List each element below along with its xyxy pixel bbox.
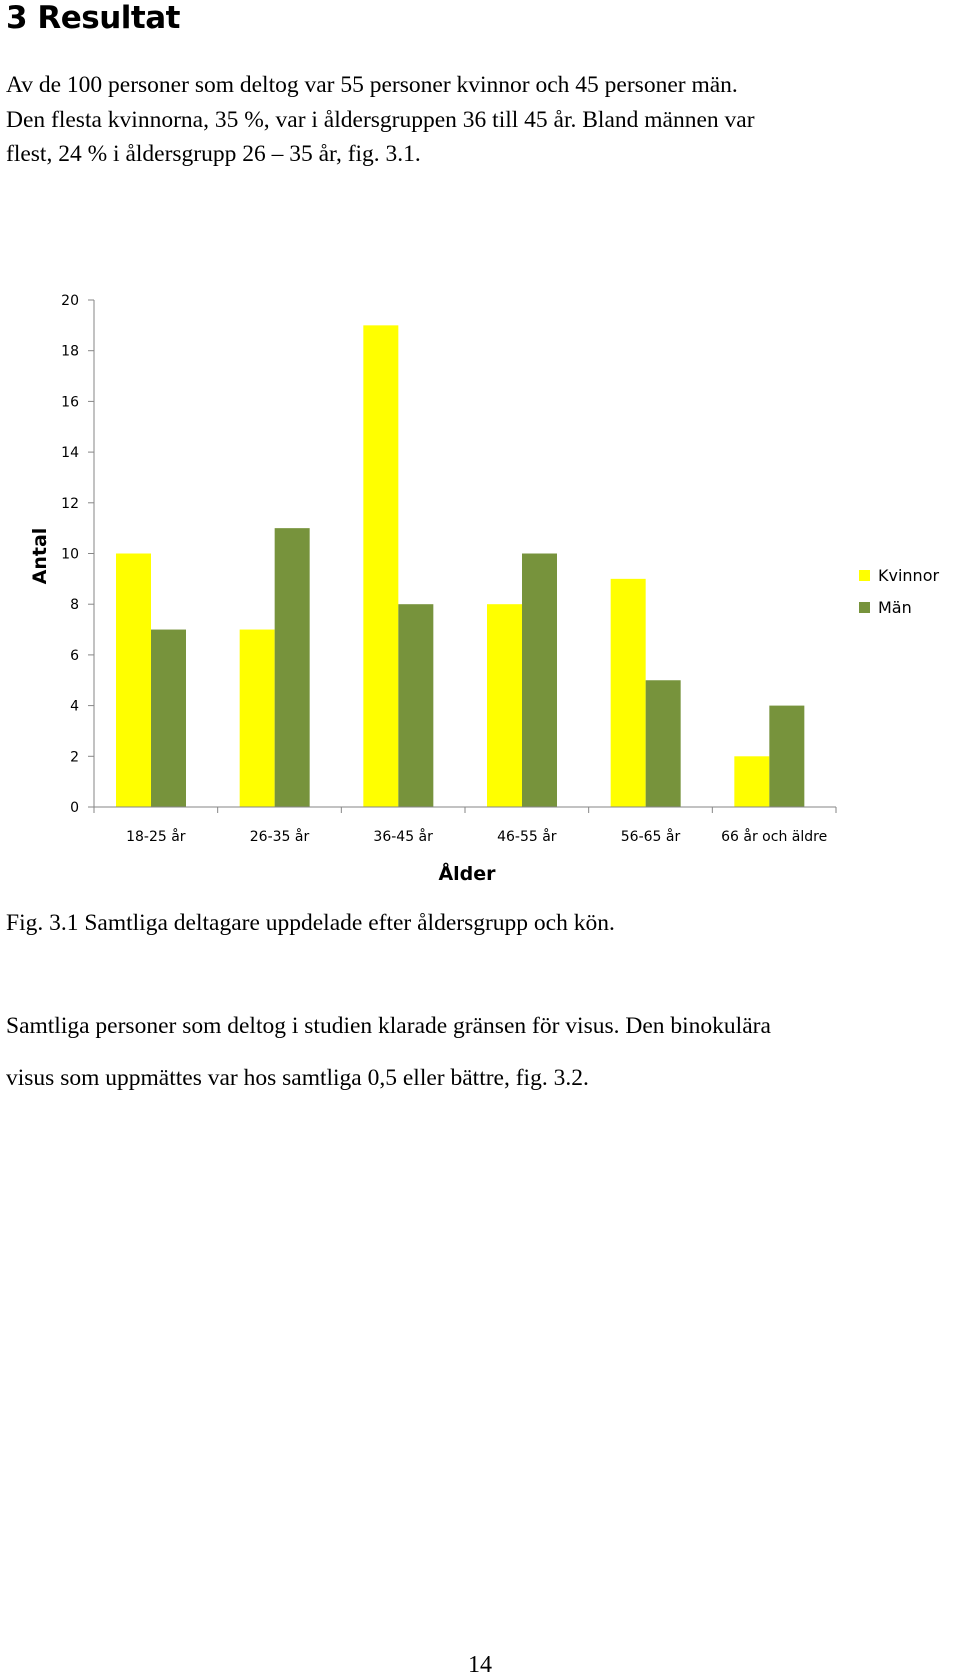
intro-line: flest, 24 % i åldersgrupp 26 – 35 år, fi… bbox=[6, 141, 421, 167]
bar-man bbox=[645, 680, 681, 807]
bars bbox=[116, 325, 805, 807]
body-paragraph: Samtliga personer som deltog i studien k… bbox=[6, 1000, 960, 1104]
y-tick-label: 6 bbox=[70, 648, 79, 664]
age-gender-bar-chart: 0 2 4 6 8 10 12 14 16 18 20 18-25 år 26-35 år 36-45 … bbox=[29, 293, 939, 885]
y-tick-label: 0 bbox=[70, 800, 79, 816]
bar-man bbox=[522, 553, 557, 807]
legend-label: Kvinnor bbox=[878, 566, 939, 585]
section-heading: 3 Resultat bbox=[6, 0, 180, 36]
x-axis: 18-25 år 26-35 år 36-45 år 46-55 år 56-65 år… bbox=[93, 806, 837, 845]
y-tick-label: 2 bbox=[70, 749, 79, 765]
x-tick-label: 36-45 år bbox=[373, 828, 433, 845]
intro-paragraph: Av de 100 personer som deltog var 55 per… bbox=[6, 68, 960, 172]
body-line: Samtliga personer som deltog i studien k… bbox=[6, 1013, 771, 1039]
x-tick-label: 66 år och äldre bbox=[721, 828, 827, 845]
y-tick-label: 8 bbox=[70, 597, 79, 613]
body-line: visus som uppmättes var hos samtliga 0,5… bbox=[6, 1065, 589, 1091]
bar-kvinnor bbox=[610, 578, 646, 807]
y-tick-label: 14 bbox=[61, 445, 79, 461]
bar-man bbox=[769, 705, 805, 807]
x-tick-label: 26-35 år bbox=[250, 828, 310, 845]
legend-swatch bbox=[859, 570, 870, 581]
legend-swatch bbox=[859, 602, 870, 613]
bar-kvinnor bbox=[116, 553, 151, 807]
figure-caption: Fig. 3.1 Samtliga deltagare uppdelade ef… bbox=[6, 910, 615, 936]
x-axis-title: Ålder bbox=[438, 861, 496, 885]
y-tick-label: 16 bbox=[61, 394, 79, 410]
bar-man bbox=[151, 629, 186, 807]
y-axis-title: Antal bbox=[29, 528, 51, 585]
bar-man bbox=[398, 604, 434, 807]
y-tick-label: 4 bbox=[70, 699, 79, 715]
y-axis: 0 2 4 6 8 10 12 14 16 18 20 bbox=[61, 293, 95, 816]
legend-label: Män bbox=[878, 598, 912, 617]
page-number: 14 bbox=[468, 1652, 492, 1678]
legend: Kvinnor Män bbox=[859, 566, 939, 617]
y-tick-label: 18 bbox=[61, 344, 79, 360]
x-tick-label: 46-55 år bbox=[497, 828, 557, 845]
x-tick-label: 18-25 år bbox=[126, 828, 186, 845]
bar-kvinnor bbox=[239, 629, 275, 807]
y-tick-label: 12 bbox=[61, 496, 79, 512]
y-tick-label: 20 bbox=[61, 293, 79, 309]
bar-kvinnor bbox=[363, 325, 399, 807]
bar-man bbox=[274, 528, 310, 807]
intro-line: Av de 100 personer som deltog var 55 per… bbox=[6, 72, 738, 98]
x-tick-label: 56-65 år bbox=[621, 828, 681, 845]
bar-kvinnor bbox=[487, 604, 522, 807]
y-tick-label: 10 bbox=[61, 547, 79, 563]
bar-kvinnor bbox=[734, 756, 770, 807]
intro-line: Den flesta kvinnorna, 35 %, var i ålders… bbox=[6, 106, 755, 133]
